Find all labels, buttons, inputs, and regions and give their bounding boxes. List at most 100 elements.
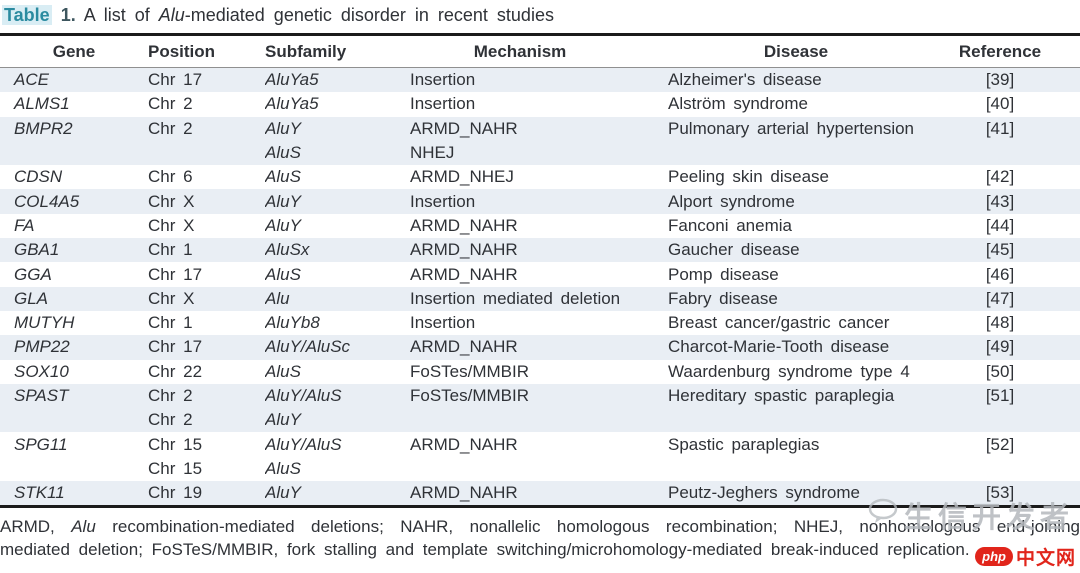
gene-cell: BMPR2 — [14, 118, 73, 138]
table-number: 1. — [60, 5, 76, 25]
subfamily-cell: AluS — [265, 361, 301, 381]
subfamily-cell: AluY — [265, 215, 301, 235]
position-cell: Chr 15 — [148, 434, 203, 454]
mechanism-cell: FoSTes/MMBIR — [410, 386, 530, 405]
subfamily-cell: AluS — [265, 264, 301, 284]
caption-italic-term: Alu — [158, 5, 185, 25]
subfamily-cell: AluYa5 — [265, 94, 319, 114]
mechanism-cell: FoSTes/MMBIR — [410, 361, 530, 381]
header-subfamily: Subfamily — [265, 41, 347, 61]
reference-cell: [53] — [985, 483, 1015, 503]
subfamily-cell: Alu — [265, 288, 290, 308]
disease-cell: Peeling skin disease — [668, 167, 829, 187]
disease-cell: Hereditary spastic paraplegia — [668, 386, 895, 405]
reference-cell: [49] — [985, 337, 1015, 357]
header-mechanism: Mechanism — [473, 41, 567, 61]
gene-cell: ACE — [14, 70, 49, 90]
disease-cell: Charcot-Marie-Tooth disease — [668, 337, 890, 357]
header-reference: Reference — [958, 41, 1042, 61]
subfamily-cell: AluY/AluS — [265, 434, 342, 454]
table-body: ACE Chr 17 AluYa5 Insertion Alzheimer's dise… — [0, 68, 1080, 506]
position-cell: Chr 22 — [148, 361, 203, 381]
position-cell: Chr X — [148, 191, 195, 211]
caption-text-after: -mediated genetic disorder in recent stu… — [184, 5, 554, 25]
position-cell: Chr X — [148, 215, 195, 235]
table-row: AluS NHEJ — [0, 140, 1080, 166]
subfamily-cell: AluY — [265, 483, 301, 503]
table-row: ALMS1 Chr 2 AluYa5 Insertion Alström syndrom… — [0, 92, 1080, 116]
table-row: Chr 15 AluS — [0, 457, 1080, 481]
table-row: FA Chr X AluY ARMD_NAHR Fanconi anemia [44] — [0, 214, 1080, 238]
disease-cell: Pomp disease — [668, 264, 779, 284]
gene-cell: MUTYH — [14, 313, 75, 333]
subfamily-cell: AluS — [265, 167, 301, 187]
gene-cell: STK11 — [14, 483, 65, 503]
header-rule — [0, 67, 1080, 68]
reference-cell: [40] — [985, 94, 1015, 114]
gene-cell: GGA — [14, 264, 52, 284]
gene-cell: FA — [14, 215, 35, 235]
reference-cell: [46] — [985, 264, 1015, 284]
disease-cell: Fanconi anemia — [668, 215, 792, 235]
position-cell: Chr 2 — [148, 118, 193, 138]
position-cell: Chr 19 — [148, 483, 203, 503]
mechanism-cell: ARMD_NAHR — [410, 215, 518, 235]
mechanism-cell: ARMD_NAHR — [410, 337, 518, 357]
table-row: GBA1 Chr 1 AluSx ARMD_NAHR Gaucher disease [4… — [0, 238, 1080, 263]
caption-text-before: A list of — [83, 5, 159, 25]
mechanism-cell: Insertion — [410, 70, 476, 90]
position-cell: Chr 2 — [148, 94, 193, 114]
mechanism-cell: ARMD_NAHR — [410, 240, 518, 260]
gene-cell: SPAST — [14, 386, 69, 405]
reference-cell: [51] — [985, 386, 1015, 405]
table-caption: Table 1. A list of Alu-mediated genetic d… — [0, 0, 1080, 33]
reference-cell: [50] — [985, 361, 1015, 381]
table-footnote: ARMD, Alu recombination-mediated deletio… — [0, 515, 1080, 561]
position-cell: Chr 2 — [148, 386, 193, 405]
disease-cell: Alström syndrome — [668, 94, 808, 114]
subfamily-cell: AluYa5 — [265, 70, 319, 90]
position-cell: Chr 1 — [148, 240, 193, 260]
php-logo-badge: php — [975, 547, 1013, 566]
table-row: CDSN Chr 6 AluS ARMD_NHEJ Peeling skin disea… — [0, 165, 1080, 189]
disease-cell: Alport syndrome — [668, 191, 795, 211]
subfamily-cell: AluY/AluSc — [265, 337, 351, 357]
footnote-italic-term: Alu — [71, 517, 96, 537]
subfamily-cell: AluY — [265, 410, 301, 430]
table-row: GLA Chr X Alu Insertion mediated deletion Fa… — [0, 286, 1080, 311]
reference-cell: [42] — [985, 167, 1015, 187]
gene-cell: PMP22 — [14, 337, 70, 357]
table-row: GGA Chr 17 AluS ARMD_NAHR Pomp disease [46] — [0, 262, 1080, 286]
mechanism-cell: Insertion — [410, 191, 476, 211]
table-row: STK11 Chr 19 AluY ARMD_NAHR Peutz-Jeghers sy… — [0, 481, 1080, 506]
table-row: SOX10 Chr 22 AluS FoSTes/MMBIR Waardenburg s… — [0, 360, 1080, 384]
gene-cell: GLA — [14, 288, 49, 308]
reference-cell: [39] — [985, 70, 1015, 90]
subfamily-cell: AluS — [265, 143, 301, 163]
subfamily-cell: AluY/AluS — [265, 386, 342, 405]
position-cell: Chr 17 — [148, 70, 203, 90]
subfamily-cell: AluY — [265, 191, 301, 211]
reference-cell: [41] — [985, 118, 1015, 138]
gene-cell: SPG11 — [14, 434, 68, 454]
mechanism-cell: Insertion — [410, 94, 476, 114]
subfamily-cell: AluY — [265, 118, 301, 138]
table-header-row: Gene Position Subfamily Mechanism Diseas… — [0, 36, 1080, 67]
mechanism-cell: ARMD_NHEJ — [410, 167, 514, 187]
position-cell: Chr 15 — [148, 458, 203, 478]
disease-cell: Gaucher disease — [668, 240, 800, 260]
gene-cell: CDSN — [14, 167, 63, 187]
position-cell: Chr 17 — [148, 264, 203, 284]
table-row: SPG11 Chr 15 AluY/AluS ARMD_NAHR Spastic par… — [0, 432, 1080, 456]
footnote-text: ARMD, — [0, 517, 72, 537]
reference-cell: [52] — [985, 434, 1015, 454]
reference-cell: [47] — [985, 288, 1015, 308]
table-row: MUTYH Chr 1 AluYb8 Insertion Breast cancer/g… — [0, 311, 1080, 335]
mechanism-cell: ARMD_NAHR — [410, 264, 518, 284]
table-row: COL4A5 Chr X AluY Insertion Alport syndrome [… — [0, 189, 1080, 214]
position-cell: Chr 1 — [148, 313, 193, 333]
gene-cell: GBA1 — [14, 240, 60, 260]
table-row: BMPR2 Chr 2 AluY ARMD_NAHR Pulmonary arteria… — [0, 116, 1080, 141]
reference-cell: [45] — [985, 240, 1015, 260]
reference-cell: [43] — [985, 191, 1015, 211]
